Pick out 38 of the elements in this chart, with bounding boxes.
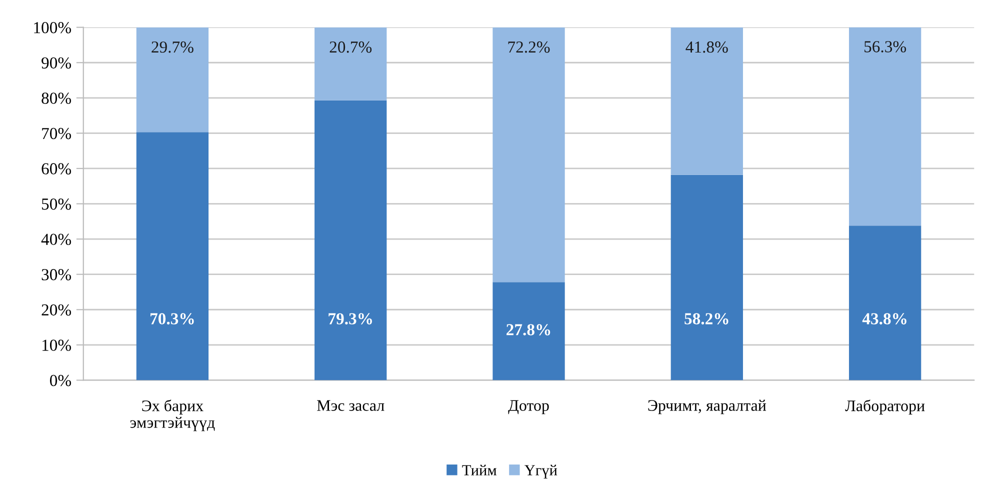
x-tick-label: Эрчимт, яаралтай bbox=[648, 400, 766, 414]
legend-label: Тийм bbox=[462, 464, 496, 476]
bar bbox=[848, 226, 922, 380]
y-tick-label: 90% bbox=[42, 57, 72, 69]
y-tick-label: 30% bbox=[42, 269, 72, 280]
y-tick-label: 50% bbox=[42, 198, 72, 210]
y-tick-label: 100% bbox=[34, 22, 72, 34]
data-label: 72.2% bbox=[508, 41, 550, 53]
bar bbox=[314, 27, 387, 100]
data-label: 41.8% bbox=[686, 41, 728, 53]
data-label: 79.3% bbox=[328, 313, 372, 324]
bar bbox=[848, 27, 922, 226]
y-tick-label: 60% bbox=[42, 163, 72, 174]
y-tick-label: 70% bbox=[42, 128, 72, 140]
data-label: 56.3% bbox=[864, 41, 906, 52]
bar bbox=[492, 282, 565, 380]
bar bbox=[492, 27, 565, 282]
data-label: 43.8% bbox=[862, 313, 906, 324]
x-tick-label: Эх барих эмэгтэйчүүд bbox=[130, 400, 215, 432]
y-tick-label: 10% bbox=[42, 340, 72, 351]
data-label: 70.3% bbox=[150, 313, 194, 324]
y-tick-label: 0% bbox=[50, 374, 72, 386]
bar bbox=[670, 27, 743, 175]
x-tick-label: Лаборатори bbox=[845, 400, 925, 414]
data-label: 58.2% bbox=[684, 313, 728, 324]
bar bbox=[314, 100, 387, 380]
x-tick-label: Дотор bbox=[508, 400, 549, 414]
legend-label: Үгүй bbox=[524, 464, 558, 478]
data-label: 29.7% bbox=[152, 41, 194, 53]
data-label: 27.8% bbox=[506, 324, 550, 336]
y-tick-label: 80% bbox=[42, 92, 72, 104]
y-tick-label: 20% bbox=[42, 304, 72, 316]
bar bbox=[670, 174, 743, 380]
data-label: 20.7% bbox=[330, 41, 372, 53]
y-tick-label: 40% bbox=[41, 234, 72, 246]
bar bbox=[136, 132, 209, 380]
x-tick-label: Мэс засал bbox=[317, 400, 384, 411]
bar bbox=[136, 27, 209, 132]
